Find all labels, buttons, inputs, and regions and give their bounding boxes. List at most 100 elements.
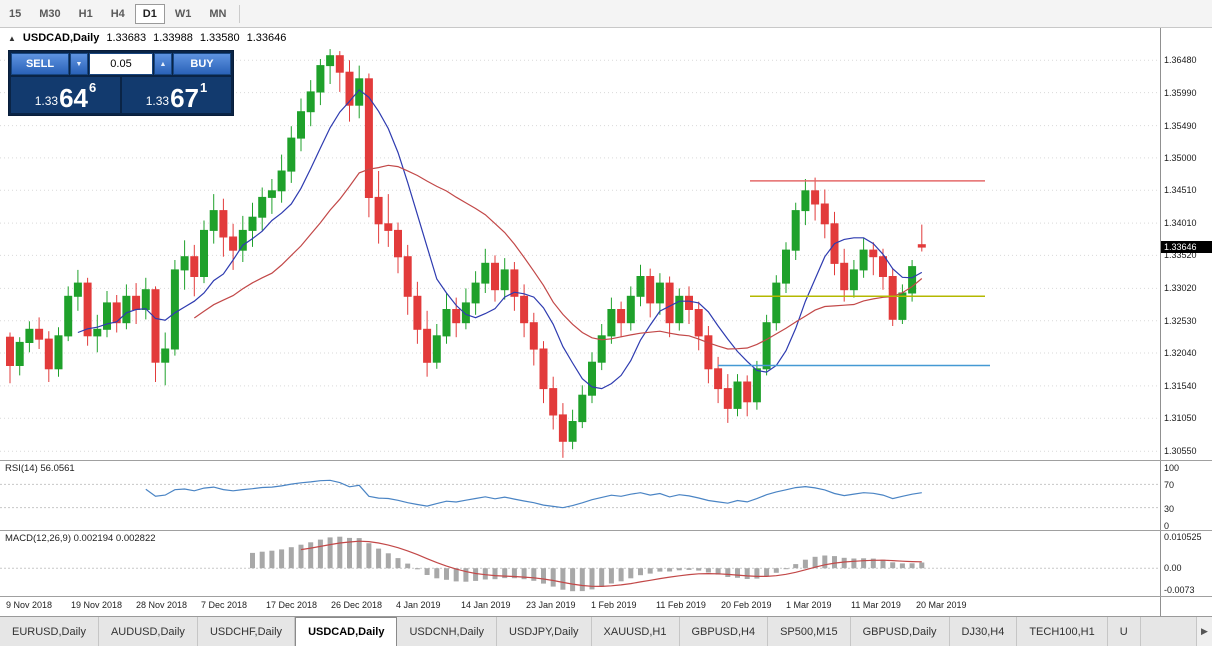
- lot-decrease-button[interactable]: ▼: [70, 53, 88, 75]
- date-axis-label: 9 Nov 2018: [6, 600, 53, 610]
- price-scale-label: 1.31540: [1164, 380, 1197, 391]
- chart-tab-usdcad-daily[interactable]: USDCAD,Daily: [295, 617, 398, 646]
- sell-price-base: 1.33: [34, 94, 59, 108]
- rsi-pane: RSI(14) 56.0561 100 70 30 0: [0, 460, 1212, 530]
- chart-tab-u[interactable]: U: [1107, 617, 1141, 646]
- rsi-value-scale[interactable]: 100 70 30 0: [1160, 461, 1212, 530]
- ohlc-low: 1.33580: [199, 32, 240, 44]
- price-scale-label: 1.36480: [1164, 55, 1197, 66]
- chart-tab-usdjpy-daily[interactable]: USDJPY,Daily: [497, 617, 592, 646]
- ohlc-open: 1.33683: [106, 32, 147, 44]
- price-chart-area[interactable]: ▲ USDCAD,Daily 1.33683 1.33988 1.33580 1…: [0, 28, 1160, 460]
- buy-price-display: 1.33 67 1: [122, 77, 231, 113]
- timeframe-button-h4[interactable]: H4: [103, 4, 133, 24]
- sell-price-pip: 6: [89, 80, 97, 95]
- macd-scale-label: 0.010525: [1164, 532, 1202, 542]
- date-axis[interactable]: 9 Nov 2018 19 Nov 2018 28 Nov 2018 7 Dec 20…: [0, 597, 1160, 616]
- price-scale-label: 1.31050: [1164, 413, 1197, 424]
- buy-price-base: 1.33: [145, 94, 170, 108]
- collapse-trade-panel-icon[interactable]: ▲: [8, 33, 16, 43]
- chart-tab-usdchf-daily[interactable]: USDCHF,Daily: [197, 617, 296, 646]
- price-scale-label: 1.30550: [1164, 446, 1197, 457]
- price-scale-label: 1.34510: [1164, 185, 1197, 196]
- macd-scale-label: -0.0073: [1164, 585, 1195, 595]
- price-scale-label: 1.32530: [1164, 315, 1197, 326]
- candlestick-chart[interactable]: [0, 28, 1160, 460]
- date-axis-label: 4 Jan 2019: [396, 600, 441, 610]
- rsi-scale-label: 70: [1164, 480, 1175, 491]
- price-scale[interactable]: 1.36480 1.35990 1.35490 1.35000 1.34510 1.340…: [1160, 28, 1212, 460]
- buy-price-big: 67: [170, 83, 200, 113]
- price-scale-label: 1.33520: [1164, 250, 1197, 261]
- sell-price-display: 1.33 64 6: [11, 77, 120, 113]
- chart-tab-tech100-h1[interactable]: TECH100,H1: [1017, 617, 1108, 646]
- date-axis-label: 19 Nov 2018: [71, 600, 123, 610]
- date-axis-label: 23 Jan 2019: [526, 600, 576, 610]
- chart-tabs: EURUSD,Daily AUDUSD,Daily USDCHF,Daily USDC…: [0, 617, 1196, 646]
- chart-tab-bar: EURUSD,Daily AUDUSD,Daily USDCHF,Daily USDC…: [0, 616, 1212, 646]
- macd-scale-label: 0.00: [1164, 563, 1182, 574]
- timeframe-button-w1[interactable]: W1: [167, 4, 200, 24]
- price-scale-label: 1.34010: [1164, 218, 1197, 229]
- date-axis-label: 20 Feb 2019: [721, 600, 772, 610]
- date-axis-label: 14 Jan 2019: [461, 600, 511, 610]
- chart-title: ▲ USDCAD,Daily 1.33683 1.33988 1.33580 1…: [8, 32, 286, 44]
- price-scale-label: 1.35490: [1164, 120, 1197, 131]
- timeframe-toolbar: 15 M30 H1 H4 D1 W1 MN: [0, 0, 1212, 28]
- trade-panel-controls: SELL ▼ ▲ BUY: [11, 53, 231, 75]
- chart-tab-gbpusd-h4[interactable]: GBPUSD,H4: [679, 617, 769, 646]
- date-axis-label: 26 Dec 2018: [331, 600, 383, 610]
- current-price-tag: 1.33646: [1161, 241, 1212, 254]
- time-axis-row: 9 Nov 2018 19 Nov 2018 28 Nov 2018 7 Dec 20…: [0, 596, 1212, 616]
- rsi-chart[interactable]: [0, 461, 1160, 530]
- timeframe-button-m30[interactable]: M30: [31, 4, 68, 24]
- timeframe-button-d1[interactable]: D1: [134, 3, 165, 24]
- date-axis-corner: [1160, 597, 1212, 616]
- one-click-trading-panel: SELL ▼ ▲ BUY 1.33 64 6 1.33 67 1: [8, 50, 234, 116]
- chart-tab-sp500-m15[interactable]: SP500,M15: [768, 617, 851, 646]
- price-scale-label: 1.32040: [1164, 347, 1197, 358]
- rsi-indicator-label: RSI(14) 56.0561: [5, 463, 75, 474]
- chart-tab-eurusd-daily[interactable]: EURUSD,Daily: [0, 617, 99, 646]
- rsi-chart-area[interactable]: RSI(14) 56.0561: [0, 461, 1160, 530]
- chart-tab-usdcnh-daily[interactable]: USDCNH,Daily: [397, 617, 498, 646]
- sell-price-big: 64: [59, 83, 89, 113]
- date-axis-label: 11 Mar 2019: [851, 600, 901, 610]
- macd-chart[interactable]: [0, 531, 1160, 596]
- macd-pane: MACD(12,26,9) 0.002194 0.002822 0.010525…: [0, 530, 1212, 596]
- trade-panel-prices: 1.33 64 6 1.33 67 1: [11, 77, 231, 113]
- rsi-scale-label: 100: [1164, 463, 1180, 473]
- main-chart-pane: ▲ USDCAD,Daily 1.33683 1.33988 1.33580 1…: [0, 28, 1212, 460]
- lot-increase-button[interactable]: ▲: [154, 53, 172, 75]
- timeframe-button-mn[interactable]: MN: [201, 4, 234, 24]
- toolbar-separator: [239, 4, 241, 23]
- macd-value-scale[interactable]: 0.010525 0.00 -0.0073: [1160, 531, 1212, 596]
- date-axis-label: 17 Dec 2018: [266, 600, 318, 610]
- rsi-scale-label: 30: [1164, 503, 1175, 514]
- price-scale-label: 1.35000: [1164, 152, 1197, 163]
- date-axis-label: 11 Feb 2019: [656, 600, 706, 610]
- buy-price-pip: 1: [200, 80, 208, 95]
- lot-size-input[interactable]: [89, 53, 153, 75]
- chart-tab-gbpusd-daily[interactable]: GBPUSD,Daily: [850, 617, 950, 646]
- chart-symbol-label: USDCAD,Daily: [22, 32, 100, 44]
- timeframe-button-h1[interactable]: H1: [71, 4, 101, 24]
- chart-tab-dj30-h4[interactable]: DJ30,H4: [949, 617, 1018, 646]
- ohlc-high: 1.33988: [153, 32, 193, 44]
- chart-tab-xauusd-h1[interactable]: XAUUSD,H1: [591, 617, 680, 646]
- timeframe-button-15[interactable]: 15: [1, 4, 29, 24]
- ohlc-close: 1.33646: [246, 32, 287, 44]
- sell-button[interactable]: SELL: [11, 53, 69, 75]
- price-scale-label: 1.33020: [1164, 283, 1197, 294]
- buy-button[interactable]: BUY: [173, 53, 231, 75]
- date-axis-label: 28 Nov 2018: [136, 600, 188, 610]
- price-scale-label: 1.35990: [1164, 87, 1197, 98]
- macd-indicator-label: MACD(12,26,9) 0.002194 0.002822: [5, 533, 156, 544]
- macd-chart-area[interactable]: MACD(12,26,9) 0.002194 0.002822: [0, 531, 1160, 596]
- tab-scroll-right-button[interactable]: ▶: [1196, 617, 1212, 646]
- date-axis-label: 20 Mar 2019: [916, 600, 967, 610]
- date-axis-label: 7 Dec 2018: [201, 600, 248, 610]
- date-axis-label: 1 Feb 2019: [591, 600, 637, 610]
- chart-tab-audusd-daily[interactable]: AUDUSD,Daily: [98, 617, 198, 646]
